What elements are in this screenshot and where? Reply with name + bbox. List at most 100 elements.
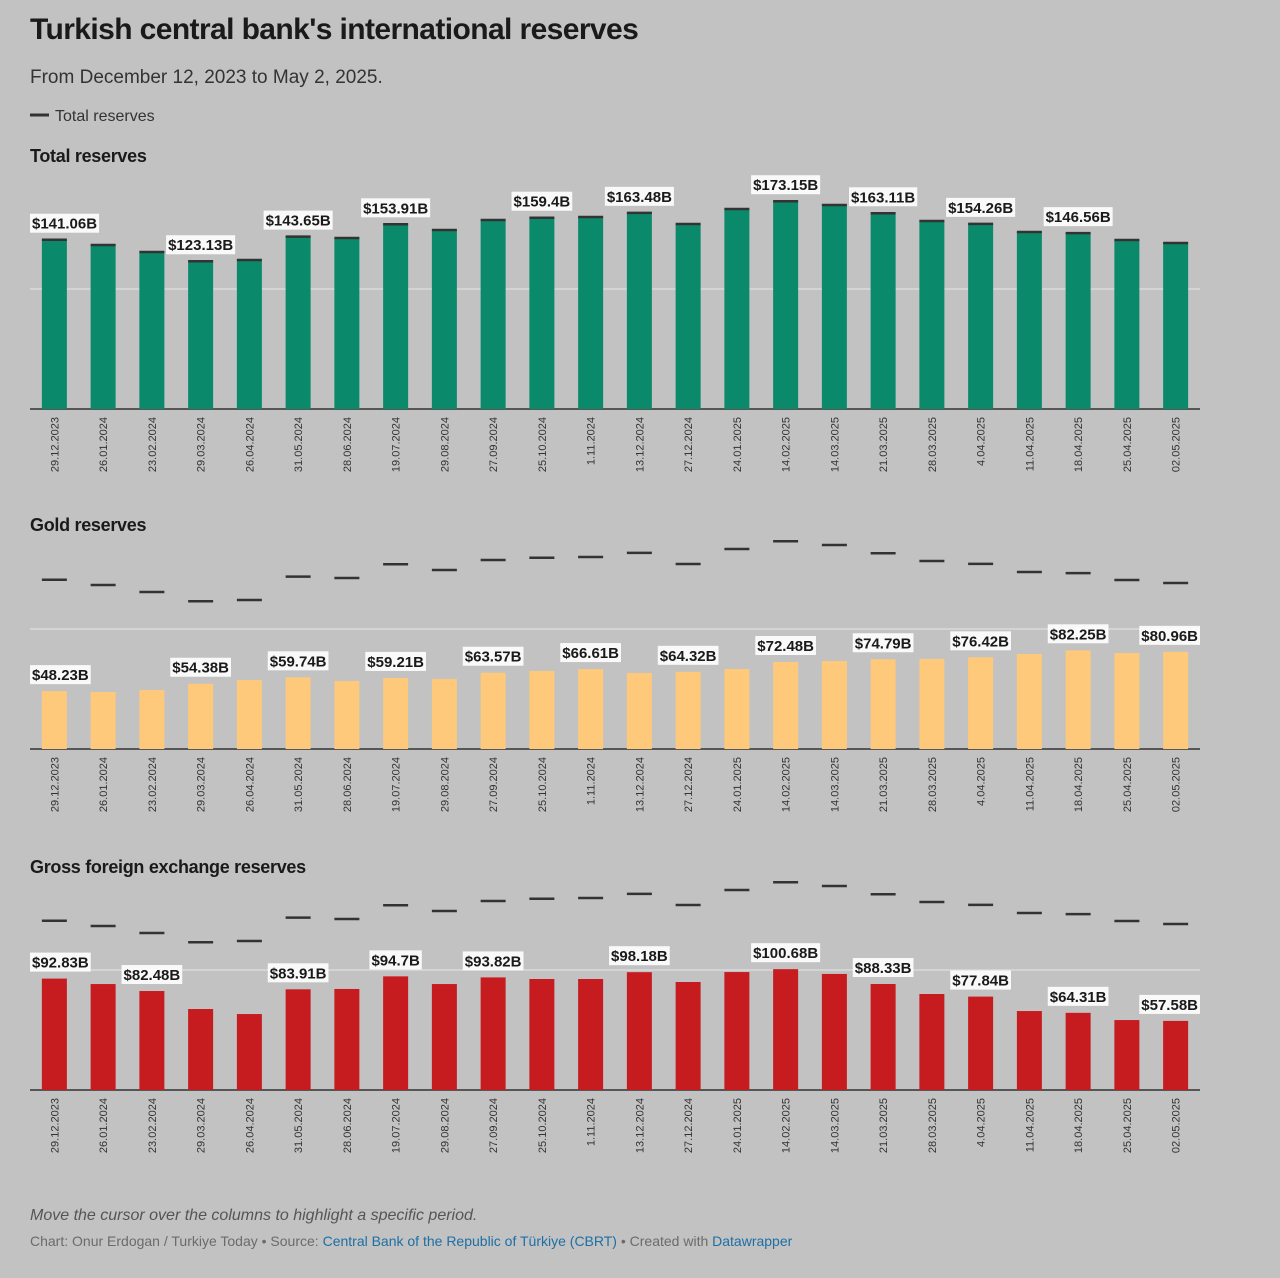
bar — [431, 984, 457, 1090]
note: Move the cursor over the columns to high… — [30, 1207, 477, 1224]
source-link[interactable]: Central Bank of the Republic of Türkiye … — [323, 1233, 617, 1249]
bar — [1114, 240, 1140, 409]
x-tick-label: 19.07.2024 — [391, 757, 403, 812]
bar — [41, 978, 67, 1090]
x-tick-label: 29.03.2024 — [196, 417, 208, 472]
x-tick-label: 23.02.2024 — [147, 417, 159, 472]
x-tick-label: 24.01.2025 — [732, 417, 744, 472]
x-tick-label: 25.04.2025 — [1122, 417, 1134, 472]
chart-subtitle: From December 12, 2023 to May 2, 2025. — [30, 67, 383, 88]
x-tick-label: 21.03.2025 — [878, 757, 890, 812]
panel-title: Gold reserves — [30, 515, 146, 535]
chart-title: Turkish central bank's international res… — [30, 13, 638, 46]
value-label: $63.57B — [465, 649, 522, 666]
value-label-bg — [1139, 994, 1200, 1014]
value-label: $83.91B — [270, 965, 327, 982]
bar — [529, 979, 555, 1090]
bar — [41, 239, 67, 409]
bar — [1163, 243, 1189, 409]
footer: Chart: Onur Erdogan / Turkiye Today • So… — [30, 1233, 793, 1249]
value-label: $141.06B — [32, 216, 97, 233]
x-tick-label: 02.05.2025 — [1171, 417, 1183, 472]
value-label-bg — [609, 946, 670, 966]
x-tick-label: 23.02.2024 — [147, 757, 159, 812]
x-tick-label: 23.02.2024 — [147, 1098, 159, 1153]
x-tick-label: 26.04.2024 — [244, 417, 256, 472]
bar — [480, 672, 506, 749]
bar — [285, 236, 311, 409]
bar — [529, 671, 555, 749]
panel-title: Total reserves — [30, 146, 147, 166]
value-label: $93.82B — [465, 953, 522, 970]
value-label: $154.26B — [948, 200, 1013, 217]
bar — [578, 217, 604, 409]
bar — [1065, 650, 1091, 749]
x-tick-label: 21.03.2025 — [878, 1098, 890, 1153]
x-tick-label: 14.03.2025 — [829, 417, 841, 472]
panel-title: Gross foreign exchange reserves — [30, 857, 306, 877]
bar — [919, 994, 945, 1090]
bar — [821, 661, 847, 749]
x-tick-label: 29.12.2023 — [49, 757, 61, 812]
value-label: $76.42B — [952, 633, 1009, 650]
value-label-bg — [852, 633, 914, 653]
bar — [675, 671, 701, 749]
x-tick-label: 24.01.2025 — [732, 1098, 744, 1153]
tool-link[interactable]: Datawrapper — [712, 1233, 792, 1249]
value-label-bg — [1139, 625, 1200, 645]
value-label: $163.11B — [851, 189, 915, 206]
bar — [724, 972, 750, 1090]
value-label: $88.33B — [855, 960, 912, 977]
value-label: $80.96B — [1141, 628, 1198, 645]
value-label-bg — [755, 636, 816, 656]
value-label: $92.83B — [32, 955, 89, 972]
bar — [139, 252, 165, 409]
value-label-bg — [267, 651, 329, 671]
bar — [236, 259, 262, 409]
value-label: $64.32B — [660, 648, 717, 665]
x-tick-label: 28.03.2025 — [927, 417, 939, 472]
value-label: $59.74B — [270, 653, 327, 670]
bar — [188, 1009, 214, 1090]
bar — [334, 988, 360, 1090]
bar — [334, 238, 360, 409]
bar — [1065, 1012, 1091, 1090]
value-label: $163.48B — [607, 189, 672, 206]
x-tick-label: 18.04.2025 — [1073, 757, 1085, 812]
bar — [919, 659, 945, 749]
bar — [1114, 653, 1140, 749]
x-tick-label: 27.09.2024 — [488, 417, 500, 472]
bar — [870, 659, 896, 749]
bar — [236, 1014, 262, 1090]
x-tick-label: 11.04.2025 — [1024, 757, 1036, 811]
bar — [870, 984, 896, 1090]
x-tick-label: 4.04.2025 — [976, 757, 988, 806]
value-label: $143.65B — [266, 213, 331, 230]
bar — [188, 683, 214, 749]
value-label-bg — [462, 951, 524, 971]
x-tick-label: 25.10.2024 — [537, 1098, 549, 1153]
value-label-bg — [849, 187, 918, 207]
value-label-bg — [604, 186, 674, 206]
x-tick-label: 1.11.2024 — [586, 757, 598, 805]
value-label-bg — [369, 950, 422, 970]
x-tick-label: 26.01.2024 — [98, 1098, 110, 1153]
value-label-bg — [511, 191, 573, 211]
value-label-bg — [950, 970, 1011, 990]
x-tick-label: 28.03.2025 — [927, 757, 939, 812]
x-tick-label: 14.02.2025 — [781, 417, 793, 472]
x-tick-label: 25.04.2025 — [1122, 1098, 1134, 1153]
value-label-bg — [263, 210, 333, 230]
x-tick-label: 25.04.2025 — [1122, 757, 1134, 812]
value-label-bg — [30, 952, 91, 972]
value-label: $59.21B — [367, 654, 424, 671]
x-tick-label: 02.05.2025 — [1171, 1098, 1183, 1153]
x-tick-label: 19.07.2024 — [391, 1098, 403, 1153]
x-tick-label: 18.04.2025 — [1073, 417, 1085, 472]
value-label-bg — [751, 943, 821, 963]
x-tick-label: 27.12.2024 — [683, 1098, 695, 1153]
bar — [870, 213, 896, 409]
value-label-bg — [560, 643, 621, 663]
value-label: $74.79B — [855, 635, 912, 652]
